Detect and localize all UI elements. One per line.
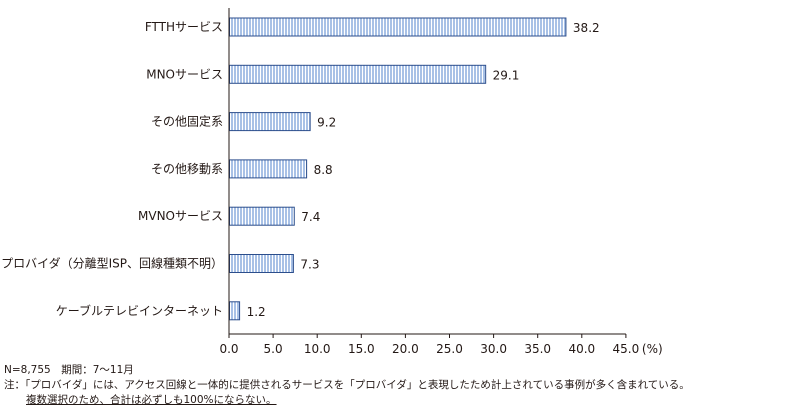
- category-label: プロバイダ（分離型ISP、回線種類不明）: [1, 256, 223, 271]
- x-tick-label: 20.0: [392, 342, 419, 356]
- bar: [229, 206, 295, 226]
- bars: [229, 17, 567, 321]
- footnote: 注：「プロバイダ」には、アクセス回線と一体的に提供されるサービスを「プロバイダ」…: [4, 379, 690, 391]
- x-tick-label: 5.0: [264, 342, 283, 356]
- bar: [229, 112, 311, 132]
- x-tick-label: 30.0: [480, 342, 507, 356]
- value-labels: 38.2 29.1 9.2 8.8 7.4 7.3 1.2: [247, 21, 600, 319]
- value-label: 38.2: [573, 21, 600, 35]
- value-label: 8.8: [314, 163, 333, 177]
- x-axis: 0.0 5.0 10.0 15.0 20.0 25.0 30.0 35.0 40.0 45.0 (%…: [219, 333, 663, 356]
- value-label: 7.3: [300, 258, 319, 272]
- value-label: 7.4: [301, 210, 320, 224]
- category-label: MVNOサービス: [138, 209, 223, 223]
- category-label: ケーブルテレビインターネット: [56, 303, 223, 318]
- bar: [229, 254, 294, 273]
- chart-notes: N=8,755 期間：7～11月 注：「プロバイダ」には、アクセス回線と一体的に…: [4, 363, 690, 408]
- category-label: MNOサービス: [146, 67, 223, 81]
- category-label: その他固定系: [151, 114, 223, 129]
- value-label: 29.1: [493, 68, 520, 82]
- x-unit-label: (%): [642, 342, 663, 356]
- value-label: 9.2: [317, 116, 336, 130]
- sample-note: N=8,755 期間：7～11月: [4, 364, 134, 376]
- x-tick-label: 0.0: [219, 342, 238, 356]
- x-tick-label: 35.0: [524, 342, 551, 356]
- x-tick-label: 15.0: [348, 342, 375, 356]
- bar: [229, 159, 308, 179]
- x-tick-label: 10.0: [304, 342, 331, 356]
- bar: [229, 301, 241, 321]
- x-tick-label: 40.0: [568, 342, 595, 356]
- footnote-continued: 複数選択のため、合計は必ずしも100%にならない。: [4, 393, 690, 408]
- bar: [229, 17, 567, 37]
- x-tick-label: 45.0: [613, 342, 640, 356]
- value-label: 1.2: [247, 305, 266, 319]
- footnote-underlined: 複数選択のため、合計は必ずしも100%にならない。: [26, 394, 277, 406]
- x-tick-label: 25.0: [436, 342, 463, 356]
- category-label: FTTHサービス: [145, 20, 223, 34]
- category-label: その他移動系: [151, 162, 223, 176]
- bar: [229, 64, 487, 84]
